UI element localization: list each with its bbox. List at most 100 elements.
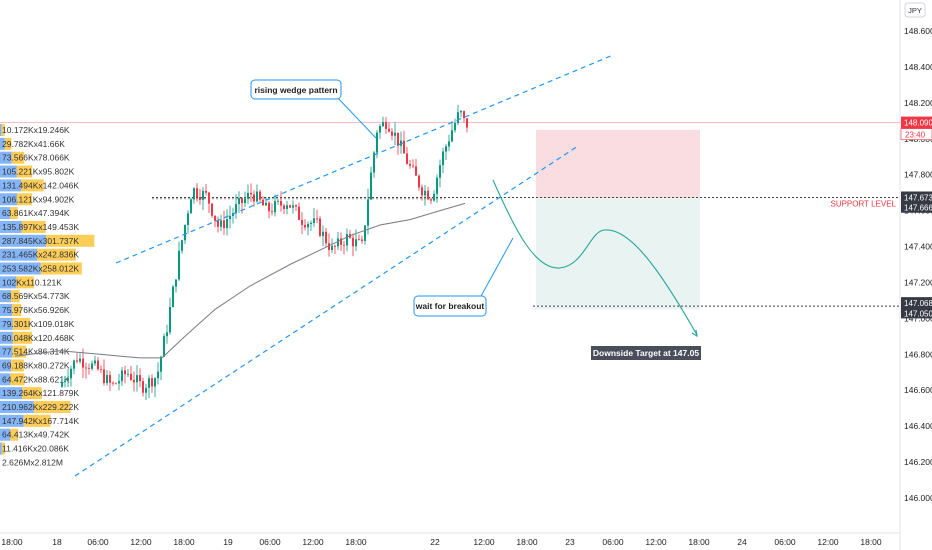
price-tick-label: 148.200 (904, 98, 932, 108)
volume-profile-label: 253.582Kx258.012K (2, 264, 79, 274)
candle-body (142, 381, 144, 393)
volume-bar-up (0, 317, 13, 330)
volume-profile-label: 231.465Kx242.836K (2, 250, 79, 260)
candle-body (202, 190, 204, 200)
candle-body (88, 368, 90, 369)
candle-body (277, 200, 279, 202)
time-tick-label: 18:00 (688, 537, 710, 547)
candle-body (406, 153, 408, 164)
volume-profile-label: 80.048Kx120.468K (2, 333, 75, 343)
volume-bar-up (0, 165, 17, 178)
volume-bar-down (16, 193, 33, 206)
callout-pointer (334, 94, 377, 139)
candle-body (82, 358, 84, 368)
volume-profile-label: 29.782Kx41.66K (2, 139, 65, 149)
candle-body (415, 166, 417, 176)
candle-body (73, 360, 75, 369)
volume-bar-down (1, 442, 6, 455)
candle-body (145, 387, 147, 393)
candle-body (397, 132, 399, 146)
candle-body (115, 383, 117, 385)
time-tick-label: 12:00 (645, 537, 667, 547)
volume-bar-down (12, 304, 22, 317)
wedge-lower-line (74, 145, 579, 477)
volume-bar-up (0, 373, 11, 386)
volume-profile-label: 106.121Kx94.902K (2, 194, 75, 204)
time-tick-label: 12:00 (130, 537, 152, 547)
volume-bar-up (0, 442, 2, 455)
candle-body (196, 188, 198, 198)
candle-body (301, 219, 303, 225)
volume-bar-down (10, 373, 25, 386)
price-tag-label: 148.090 (904, 119, 932, 128)
candle-body (340, 238, 342, 245)
volume-profile-label: 287.845Kx301.737K (2, 236, 79, 246)
candle-body (286, 205, 288, 209)
candle-body (199, 197, 201, 200)
candle-body (298, 206, 300, 220)
candle-body (295, 205, 297, 207)
volume-bar-down (21, 220, 46, 233)
moving-average-line (14, 202, 466, 359)
candle-body (211, 203, 213, 216)
target-label-bg (591, 346, 701, 360)
volume-profile-label: 210.962Kx229.222K (2, 402, 79, 412)
candle-body (214, 215, 216, 221)
candle-body (391, 131, 393, 136)
price-tag-label: 147.050 (904, 309, 932, 318)
candle-body (403, 140, 405, 154)
candle-body (283, 205, 285, 209)
candle-body (334, 245, 336, 247)
candle-body (463, 111, 465, 119)
volume-bar-up (0, 262, 41, 275)
time-tick-label: 06:00 (774, 537, 796, 547)
countdown-bg (900, 128, 932, 140)
candle-body (94, 360, 96, 364)
candle-body (61, 381, 63, 387)
candle-body (247, 192, 249, 199)
time-tick-label: 19 (223, 537, 233, 547)
candle-body (307, 223, 309, 228)
candle-body (220, 220, 222, 227)
price-tick-label: 146.200 (904, 457, 932, 467)
candle-body (208, 192, 210, 204)
candle-body (337, 238, 339, 247)
candle-body (430, 199, 432, 201)
volume-profile-label: 64.472Kx88.621K (2, 374, 70, 384)
candle-body (85, 367, 87, 369)
candle-body (238, 198, 240, 205)
price-tag-bg (901, 297, 932, 309)
candle-body (448, 141, 450, 147)
volume-bar-down (10, 428, 19, 441)
candle-body (352, 237, 354, 247)
candle-body (310, 222, 312, 224)
candle-body (256, 191, 258, 202)
volume-profile-label: 73.566Kx78.066K (2, 153, 70, 163)
volume-profile-label: 2.626Mx2.812M (2, 457, 63, 467)
candle-body (172, 286, 174, 308)
volume-bar-up (0, 304, 13, 317)
price-tick-label: 148.600 (904, 26, 932, 36)
volume-bar-up (0, 220, 22, 233)
volume-profile-label: 102Kx110.121K (2, 277, 62, 287)
volume-profile-label: 79.301Kx109.018K (2, 319, 75, 329)
candle-body (265, 202, 267, 206)
volume-profile: 10.172Kx19.246K 29.782Kx41.66K 73.566Kx78.… (0, 124, 95, 467)
candle-body (385, 122, 387, 129)
volume-profile-label: 68.569Kx54.773K (2, 291, 70, 301)
volume-bar-up (0, 345, 13, 358)
volume-bar-down (40, 262, 82, 275)
candle-body (358, 239, 360, 241)
time-tick-label: 18 (52, 537, 62, 547)
time-tick-label: 12:00 (817, 537, 839, 547)
candle-body (193, 188, 195, 200)
time-tick-label: 18:00 (1, 537, 23, 547)
candle-body (250, 192, 252, 195)
volume-bar-down (12, 331, 33, 344)
candle-body (322, 231, 324, 236)
candle-body (274, 201, 276, 213)
candle-body (133, 379, 135, 383)
candle-body (205, 190, 207, 193)
volume-bar-up (0, 179, 22, 192)
